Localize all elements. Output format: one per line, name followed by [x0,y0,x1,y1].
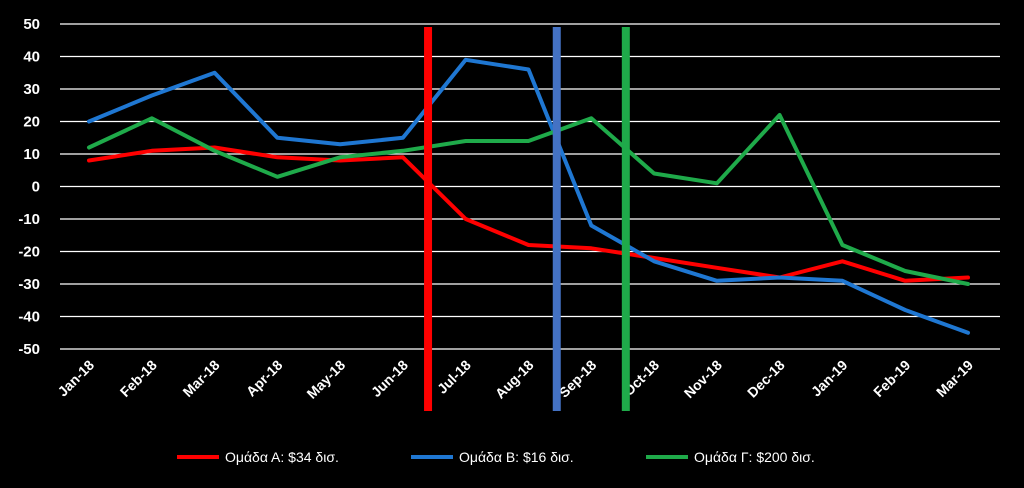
x-tick-label: Apr-18 [243,357,286,400]
y-tick-label: -10 [18,211,40,228]
x-tick-label: Jul-18 [434,357,474,397]
x-tick-label: Aug-18 [492,357,537,402]
x-tick-label: May-18 [303,357,348,402]
legend-label: Ομάδα Β: $16 δισ. [459,449,574,465]
series-line-1 [87,145,970,283]
x-tick-label: Mar-19 [933,357,976,400]
x-tick-label: Sep-18 [556,357,600,401]
vertical-marker-2 [552,27,561,411]
y-tick-label: -50 [18,341,40,358]
x-tick-label: Jun-18 [368,357,411,400]
legend-label: Ομάδα Γ: $200 δισ. [694,449,815,465]
y-tick-label: -20 [18,244,40,261]
series-line-2 [87,57,970,335]
y-tick-label: 50 [23,16,40,33]
vertical-marker-3 [621,27,630,411]
legend: Ομάδα Α: $34 δισ. Ομάδα Β: $16 δισ. Ομάδα … [177,449,815,465]
x-tick-label: Dec-18 [744,357,788,401]
vertical-marker-1 [424,27,433,411]
x-tick-label: Feb-19 [870,357,913,400]
x-tick-label: Jan-18 [54,357,97,400]
x-tick-label: Nov-18 [681,357,725,401]
vertical-markers [424,27,630,411]
x-tick-label: Mar-18 [179,357,222,400]
y-tick-label: -30 [18,276,40,293]
x-tick-label: Feb-18 [117,357,160,400]
y-tick-label: -40 [18,309,40,326]
x-axis-ticks: Jan-18 Feb-18 Mar-18 Apr-18 May-18 Jun-18 Jul-… [54,357,976,402]
grid-lines [60,23,1000,350]
y-tick-label: 40 [23,49,40,66]
y-tick-label: 0 [32,179,40,196]
y-tick-label: 10 [23,146,40,163]
y-axis-ticks: 50 40 30 20 10 0 -10 -20 -30 -40 -50 [18,16,40,358]
y-tick-label: 30 [23,81,40,98]
series-lines [87,57,970,335]
x-tick-label: Jan-19 [808,357,851,400]
legend-label: Ομάδα Α: $34 δισ. [225,449,339,465]
y-tick-label: 20 [23,114,40,131]
series-line-3 [87,113,970,286]
